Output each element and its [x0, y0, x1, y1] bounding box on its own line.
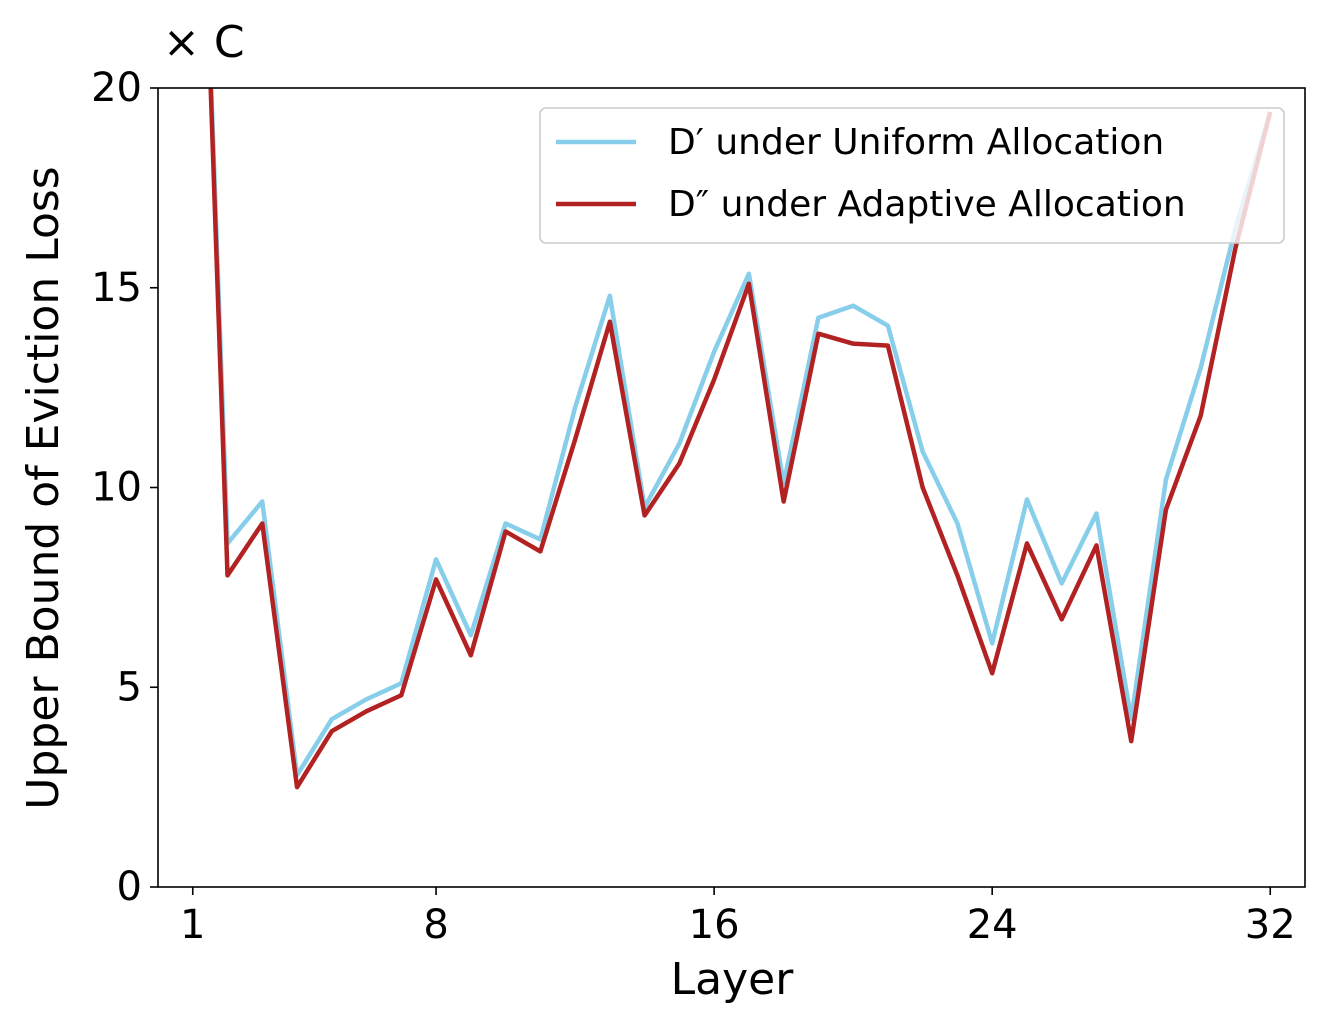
y-tick-label: 15 — [91, 265, 142, 311]
x-tick-label: 16 — [689, 902, 740, 948]
series-line — [209, 88, 1273, 778]
plot-area — [208, 88, 1273, 790]
legend-label: D′ under Uniform Allocation — [668, 122, 1164, 163]
x-tick-label: 24 — [967, 902, 1018, 948]
legend-box — [539, 107, 1285, 244]
y-tick-label: 20 — [91, 65, 142, 111]
x-tick-label: 32 — [1245, 902, 1296, 948]
y-tick-label: 5 — [117, 664, 142, 710]
y-tick-label: 0 — [117, 864, 142, 910]
y-tick-label: 10 — [91, 465, 142, 511]
annotation: × C — [163, 17, 245, 68]
y-axis-label: Upper Bound of Eviction Loss — [18, 166, 69, 809]
x-tick-label: 8 — [423, 902, 448, 948]
x-tick-label: 1 — [180, 902, 205, 948]
legend-label: D″ under Adaptive Allocation — [668, 184, 1186, 225]
x-axis-label: Layer — [671, 954, 795, 1005]
series-line — [208, 88, 1273, 790]
